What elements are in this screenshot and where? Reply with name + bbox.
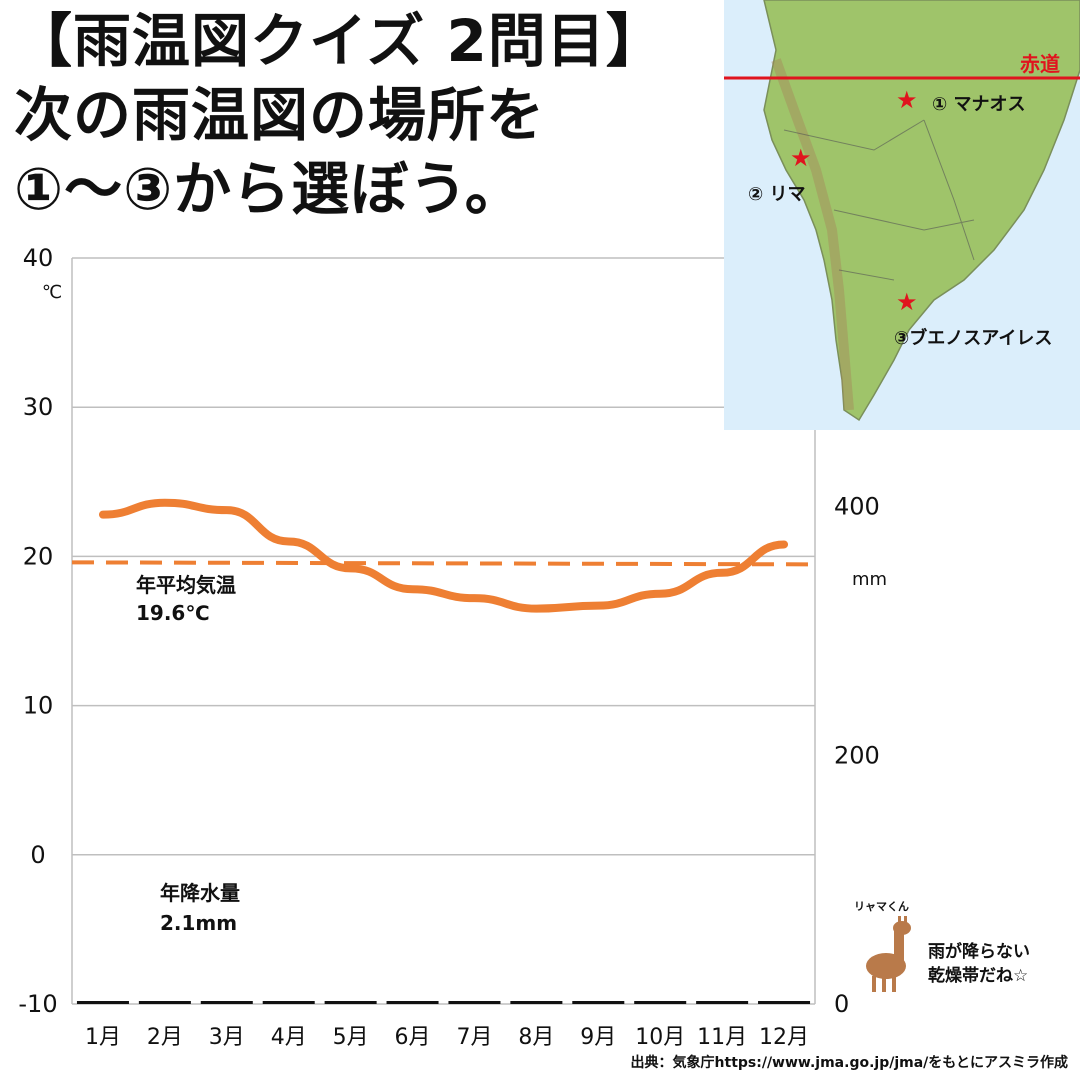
precip-bar xyxy=(138,1001,191,1004)
map-graphic: ★ ★ ★ xyxy=(724,0,1080,422)
avg-temp-value: 19.6℃ xyxy=(136,601,210,625)
precip-bar xyxy=(758,1001,811,1004)
y-right-tick-label: 400 xyxy=(834,493,880,521)
x-tick-label: 6月 xyxy=(395,1025,431,1050)
equator-label: 赤道 xyxy=(1020,52,1060,76)
y-left-tick-label: 30 xyxy=(23,393,54,421)
x-tick-label: 3月 xyxy=(209,1025,245,1050)
x-tick-label: 2月 xyxy=(147,1025,183,1050)
precip-bar xyxy=(324,1001,377,1004)
south-america-map: ★ ★ ★ 赤道 ① マナオス ② リマ ③ブエノスアイレス xyxy=(724,0,1080,430)
character-name: リャマくん xyxy=(854,900,909,913)
avg-temp-label: 年平均気温 xyxy=(136,573,236,597)
continent-shape xyxy=(763,0,1080,422)
precip-bar xyxy=(200,1001,253,1004)
title-line-2: 次の雨温図の場所を xyxy=(14,81,546,149)
average-temperature-line xyxy=(71,560,816,567)
x-tick-label: 8月 xyxy=(518,1025,554,1050)
precip-bar xyxy=(572,1001,625,1004)
city-label-lima: ② リマ xyxy=(748,184,806,205)
character-speech: 雨が降らない 乾燥帯だね☆ xyxy=(928,940,1030,988)
star-buenos-aires: ★ xyxy=(896,288,918,316)
city-label-manaus: ① マナオス xyxy=(932,94,1026,115)
y-right-tick-label: 0 xyxy=(834,990,849,1018)
y-right-tick-label: 200 xyxy=(834,741,880,769)
x-tick-label: 4月 xyxy=(271,1025,307,1050)
speech-line-1: 雨が降らない xyxy=(928,942,1030,962)
y-left-tick-label: 10 xyxy=(23,692,54,720)
title-line-1: 【雨温図クイズ 2問目】 xyxy=(14,7,665,75)
precip-bar xyxy=(76,1001,129,1004)
x-tick-label: 11月 xyxy=(697,1025,747,1050)
y-left-tick-label: 20 xyxy=(23,542,54,570)
llama-icon xyxy=(866,916,911,992)
star-lima: ★ xyxy=(790,144,812,172)
source-credit: 出典：気象庁https://www.jma.go.jp/jma/をもとにアスミラ… xyxy=(630,1055,1068,1071)
speech-line-2: 乾燥帯だね☆ xyxy=(928,966,1029,986)
precip-bar xyxy=(386,1001,439,1004)
x-tick-label: 12月 xyxy=(759,1025,809,1050)
annual-precip-label: 年降水量 xyxy=(160,881,240,905)
x-tick-label: 1月 xyxy=(85,1025,121,1050)
city-label-buenos-aires: ③ブエノスアイレス xyxy=(894,328,1053,349)
border-lines xyxy=(783,119,975,281)
andes-shading xyxy=(771,58,854,411)
precip-bar xyxy=(448,1001,501,1004)
annual-precip-value: 2.1mm xyxy=(160,911,237,935)
precip-bar xyxy=(510,1001,563,1004)
y-left-unit: ℃ xyxy=(42,282,62,303)
precip-bar xyxy=(696,1001,749,1004)
x-tick-label: 10月 xyxy=(635,1025,685,1050)
precip-bar xyxy=(634,1001,687,1004)
quiz-title: 【雨温図クイズ 2問目】 次の雨温図の場所を ①～③から選ぼう。 xyxy=(14,4,714,226)
precip-bar xyxy=(262,1001,315,1004)
title-line-3: ①～③から選ぼう。 xyxy=(14,155,524,223)
y-left-tick-label: -10 xyxy=(18,990,57,1018)
x-tick-label: 5月 xyxy=(333,1025,369,1050)
y-left-tick-label: 0 xyxy=(30,841,45,869)
x-tick-label: 9月 xyxy=(580,1025,616,1050)
star-manaus: ★ xyxy=(896,86,918,114)
y-right-unit: mm xyxy=(852,569,887,590)
x-tick-label: 7月 xyxy=(456,1025,492,1050)
y-left-tick-label: 40 xyxy=(23,244,54,272)
